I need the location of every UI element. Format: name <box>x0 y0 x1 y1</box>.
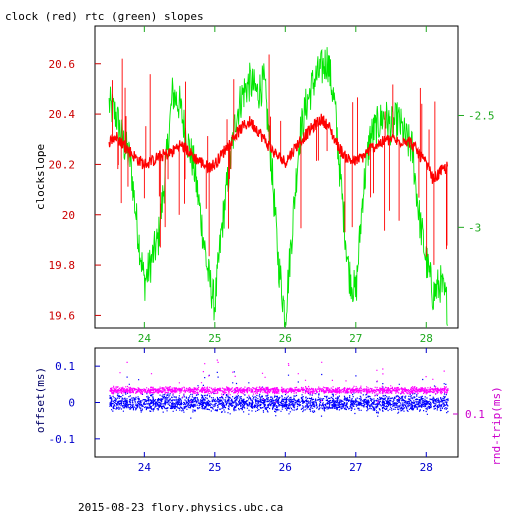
bottom-x-tick-label: 25 <box>208 461 221 474</box>
bottom-x-tick-label: 26 <box>279 461 292 474</box>
bottom-x-tick-label: 27 <box>349 461 362 474</box>
top-axes-group: 24 25 26 27 28 19.6 19.8 20 20.2 20.4 20.6 -2.5 -3 <box>49 26 495 345</box>
top-x-tick-label: 26 <box>279 332 292 345</box>
top-y2-tick-label: -2.5 <box>468 109 495 122</box>
top-x-tick-label: 25 <box>208 332 221 345</box>
bottom-x-tick-label: 24 <box>138 461 152 474</box>
bottom-y-tick-label: 0.1 <box>55 360 75 373</box>
bottom-y-tick-label: 0 <box>68 397 75 410</box>
bottom-right-axis-label: rnd-trip(ms) <box>490 386 503 465</box>
bottom-panel: 24 25 26 27 28 -0.1 0 0.1 0.1 offset(ms) rnd-tri… <box>34 347 503 474</box>
bottom-axes-group: 24 25 26 27 28 -0.1 0 0.1 0.1 <box>49 348 485 474</box>
bottom-y-tick-label: -0.1 <box>49 433 76 446</box>
top-y-tick-label: 20 <box>62 209 75 222</box>
top-plot-frame <box>94 25 459 329</box>
bottom-y-axis-label: offset(ms) <box>34 367 47 433</box>
offset-scatter-points <box>109 371 449 419</box>
footer-text: 2015-08-23 flory.physics.ubc.ca <box>78 501 283 512</box>
top-series-group <box>108 47 448 328</box>
top-y-tick-label: 20.6 <box>49 58 76 71</box>
top-y-tick-label: 20.4 <box>49 108 76 121</box>
top-y-tick-label: 19.8 <box>49 259 76 272</box>
bottom-series-group <box>109 359 449 419</box>
top-x-tick-label: 27 <box>349 332 362 345</box>
bottom-y2-tick-label: 0.1 <box>465 408 485 421</box>
bottom-x-tick-label: 28 <box>420 461 433 474</box>
top-x-tick-label: 28 <box>420 332 433 345</box>
top-y2-tick-label: -3 <box>468 221 481 234</box>
top-x-tick-label: 24 <box>138 332 152 345</box>
roundtrip-scatter-points <box>109 359 449 404</box>
top-y-axis-label: clockslope <box>34 144 47 210</box>
top-panel: 24 25 26 27 28 19.6 19.8 20 20.2 20.4 20.6 -2.5 -3 c… <box>34 25 495 345</box>
top-y-tick-label: 20.2 <box>49 158 76 171</box>
top-y-tick-label: 19.6 <box>49 309 76 322</box>
chart-title: clock (red) rtc (green) slopes <box>5 10 204 23</box>
